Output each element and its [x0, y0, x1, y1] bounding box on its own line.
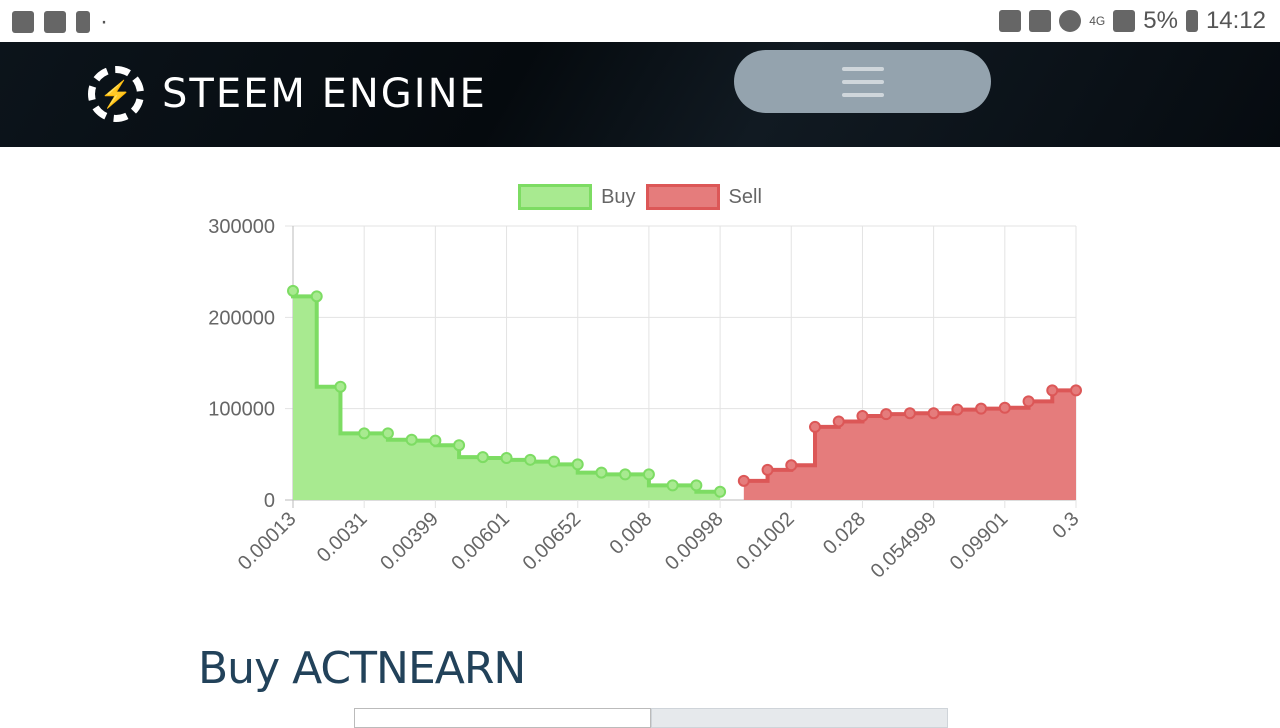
buy-point — [334, 380, 347, 393]
buy-point — [476, 451, 489, 464]
buy-point — [287, 284, 299, 297]
legend-sell[interactable]: Sell — [645, 184, 762, 210]
battery-icon — [1185, 10, 1198, 32]
buy-point — [595, 466, 608, 479]
tab-2[interactable] — [651, 708, 948, 728]
clock: 14:12 — [1205, 7, 1266, 34]
sell-point — [856, 409, 869, 422]
x-tick-label: 0.09901 — [946, 508, 1013, 575]
buy-point — [524, 453, 537, 466]
mute-icon — [1029, 10, 1052, 32]
order-tabs — [354, 708, 948, 728]
signal-icon — [1113, 10, 1136, 32]
sell-point — [927, 407, 940, 420]
buy-point — [642, 468, 655, 481]
buy-point — [571, 458, 584, 471]
sell-point — [998, 401, 1011, 414]
x-tick-label: 0.008 — [605, 508, 656, 559]
sell-point — [1022, 395, 1035, 408]
x-tick-label: 0.054999 — [867, 508, 942, 583]
buy-point — [619, 468, 632, 481]
sell-point — [761, 463, 774, 476]
legend-buy-label: Buy — [601, 185, 636, 208]
y-tick-label: 300000 — [208, 216, 275, 238]
x-tick-label: 0.00013 — [234, 508, 301, 575]
buy-point — [429, 434, 442, 447]
y-tick-label: 200000 — [208, 307, 275, 329]
logo[interactable]: ⚡ STEEM ENGINE — [88, 66, 487, 122]
y-tick-label: 100000 — [208, 399, 275, 421]
legend-buy[interactable]: Buy — [518, 184, 636, 210]
image-icon — [44, 11, 66, 33]
x-tick-label: 0.028 — [819, 508, 870, 559]
site-header: ⚡ STEEM ENGINE — [0, 42, 1280, 147]
chart-legend: Buy Sell — [0, 184, 1280, 210]
dot-icon: · — [100, 8, 108, 35]
sell-point — [832, 415, 845, 428]
x-tick-label: 0.00601 — [447, 508, 514, 575]
buy-point — [358, 427, 371, 440]
battery-percent: 5% — [1143, 7, 1178, 34]
sell-point — [951, 403, 964, 416]
buy-point — [310, 290, 323, 303]
tab-1[interactable] — [354, 708, 651, 728]
sell-point — [737, 474, 750, 487]
recycle-icon — [999, 10, 1022, 32]
buy-line — [291, 290, 721, 494]
x-tick-label: 0.00998 — [661, 508, 728, 575]
sell-area — [743, 390, 1076, 500]
brand-name: STEEM ENGINE — [162, 71, 487, 117]
hamburger-menu-button[interactable] — [734, 50, 991, 113]
x-tick-label: 0.01002 — [732, 508, 799, 575]
buy-point — [381, 427, 394, 440]
y-tick-label: 0 — [264, 490, 275, 512]
data-transfer-icon — [12, 11, 34, 33]
sell-point — [809, 420, 821, 433]
alarm-icon — [1059, 10, 1082, 32]
x-tick-label: 0.00399 — [376, 508, 443, 575]
x-tick-label: 0.0031 — [313, 508, 372, 567]
x-tick-label: 0.00652 — [519, 508, 586, 575]
section-title: Buy ACTNEARN — [198, 643, 526, 694]
buy-point — [405, 433, 418, 446]
buy-point — [666, 479, 679, 492]
x-tick-label: 0.3 — [1048, 508, 1083, 543]
sell-point — [785, 459, 798, 472]
buy-point — [453, 439, 466, 452]
buy-point — [500, 451, 513, 464]
buy-point — [714, 485, 727, 498]
sell-point — [1046, 384, 1059, 397]
sell-point — [903, 407, 916, 420]
status-bar: · 4G 5% 14:12 — [0, 0, 1280, 42]
network-type: 4G — [1089, 14, 1106, 28]
buy-area — [293, 290, 721, 500]
buy-point — [690, 479, 703, 492]
steem-engine-logo-icon: ⚡ — [88, 66, 144, 122]
sell-point — [880, 408, 893, 421]
sell-point — [1070, 384, 1082, 397]
battery-alert-icon — [76, 11, 90, 33]
sell-point — [975, 402, 988, 415]
buy-point — [548, 455, 560, 468]
legend-sell-label: Sell — [728, 185, 762, 208]
